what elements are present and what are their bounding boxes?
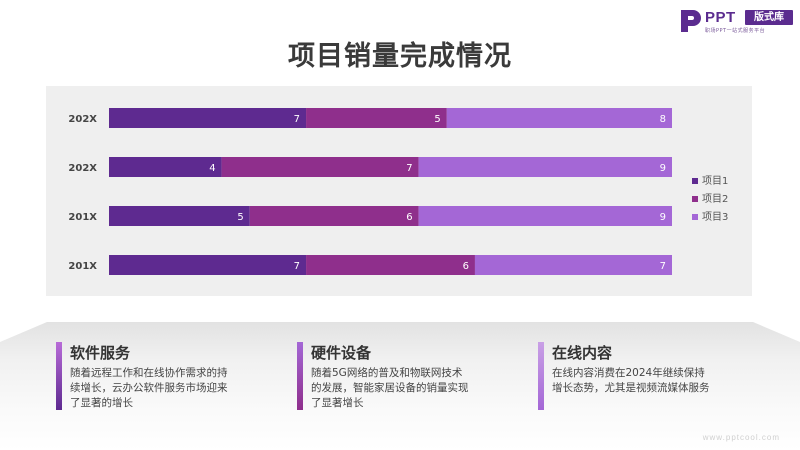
data-label: 7 bbox=[294, 261, 300, 272]
data-label: 9 bbox=[660, 163, 666, 174]
card-text-line: 随着5G网络的普及和物联网技术 bbox=[311, 367, 463, 379]
stacked-bar-chart: 202X758202X479201X569201X76705101520项目1项… bbox=[68, 108, 728, 275]
watermark: www.pptcool.com bbox=[702, 433, 780, 442]
bar-segment bbox=[306, 255, 475, 275]
bar-segment bbox=[109, 206, 250, 226]
card-text: 随着5G网络的普及和物联网技术 的发展，智能家居设备的销量实现 了显著增长 bbox=[311, 366, 469, 411]
bar-segment bbox=[109, 255, 307, 275]
card-text: 在线内容消费在2024年继续保持 增长态势，尤其是视频流媒体服务 bbox=[552, 366, 710, 396]
card-hardware-devices: 硬件设备 随着5G网络的普及和物联网技术 的发展，智能家居设备的销量实现 了显著… bbox=[297, 342, 517, 412]
bar-segment bbox=[221, 157, 419, 177]
bar-segment bbox=[306, 108, 447, 128]
legend-swatch bbox=[692, 196, 698, 202]
data-label: 6 bbox=[463, 261, 469, 272]
category-label: 201X bbox=[68, 212, 97, 223]
legend-label: 项目3 bbox=[702, 211, 728, 223]
logo-brand-text: PPT bbox=[705, 9, 736, 26]
data-label: 9 bbox=[660, 212, 666, 223]
data-label: 7 bbox=[406, 163, 412, 174]
card-accent-bar bbox=[538, 342, 544, 410]
card-text-line: 了显著的增长 bbox=[70, 397, 133, 409]
card-text-line: 的发展，智能家居设备的销量实现 bbox=[311, 382, 469, 394]
data-label: 5 bbox=[237, 212, 243, 223]
card-software-services: 软件服务 随着远程工作和在线协作需求的持 续增长，云办公软件服务市场迎来 了显著… bbox=[56, 342, 276, 412]
card-title: 软件服务 bbox=[70, 344, 131, 362]
bar-segment bbox=[109, 157, 222, 177]
card-text: 随着远程工作和在线协作需求的持 续增长，云办公软件服务市场迎来 了显著的增长 bbox=[70, 366, 228, 411]
card-online-content: 在线内容 在线内容消费在2024年继续保持 增长态势，尤其是视频流媒体服务 bbox=[538, 342, 758, 412]
card-text-line: 增长态势，尤其是视频流媒体服务 bbox=[552, 382, 710, 394]
category-label: 202X bbox=[68, 114, 97, 125]
bar-segment bbox=[249, 206, 419, 226]
bar-segment bbox=[418, 157, 672, 177]
bar-segment bbox=[474, 255, 672, 275]
logo-tagline: 职场PPT一站式服务平台 bbox=[705, 28, 766, 34]
card-accent-bar bbox=[297, 342, 303, 410]
category-label: 202X bbox=[68, 163, 97, 174]
data-label: 4 bbox=[209, 163, 215, 174]
card-text-line: 了显著增长 bbox=[311, 397, 364, 409]
legend-swatch bbox=[692, 214, 698, 220]
card-title: 在线内容 bbox=[552, 344, 613, 362]
brand-logo: PPT 版式库 职场PPT一站式服务平台 bbox=[678, 8, 796, 36]
data-label: 6 bbox=[406, 212, 412, 223]
data-label: 7 bbox=[294, 114, 300, 125]
page-title: 项目销量完成情况 bbox=[288, 41, 512, 72]
bar-segment bbox=[109, 108, 307, 128]
logo-badge: 版式库 bbox=[745, 10, 793, 25]
data-label: 5 bbox=[434, 114, 440, 125]
floor-shadow bbox=[0, 322, 800, 450]
card-text-line: 在线内容消费在2024年继续保持 bbox=[552, 367, 705, 379]
bar-segment bbox=[418, 206, 672, 226]
legend-swatch bbox=[692, 178, 698, 184]
legend-label: 项目2 bbox=[702, 193, 728, 205]
card-accent-bar bbox=[56, 342, 62, 410]
category-label: 201X bbox=[68, 261, 97, 272]
bar-segment bbox=[446, 108, 672, 128]
data-label: 7 bbox=[660, 261, 666, 272]
card-text-line: 随着远程工作和在线协作需求的持 bbox=[70, 367, 228, 379]
card-title: 硬件设备 bbox=[311, 344, 372, 362]
data-label: 8 bbox=[660, 114, 666, 125]
card-text-line: 续增长，云办公软件服务市场迎来 bbox=[70, 382, 228, 394]
legend-label: 项目1 bbox=[702, 175, 728, 187]
logo-p-icon bbox=[681, 10, 701, 32]
chart-panel: 202X758202X479201X569201X76705101520项目1项… bbox=[46, 86, 752, 296]
